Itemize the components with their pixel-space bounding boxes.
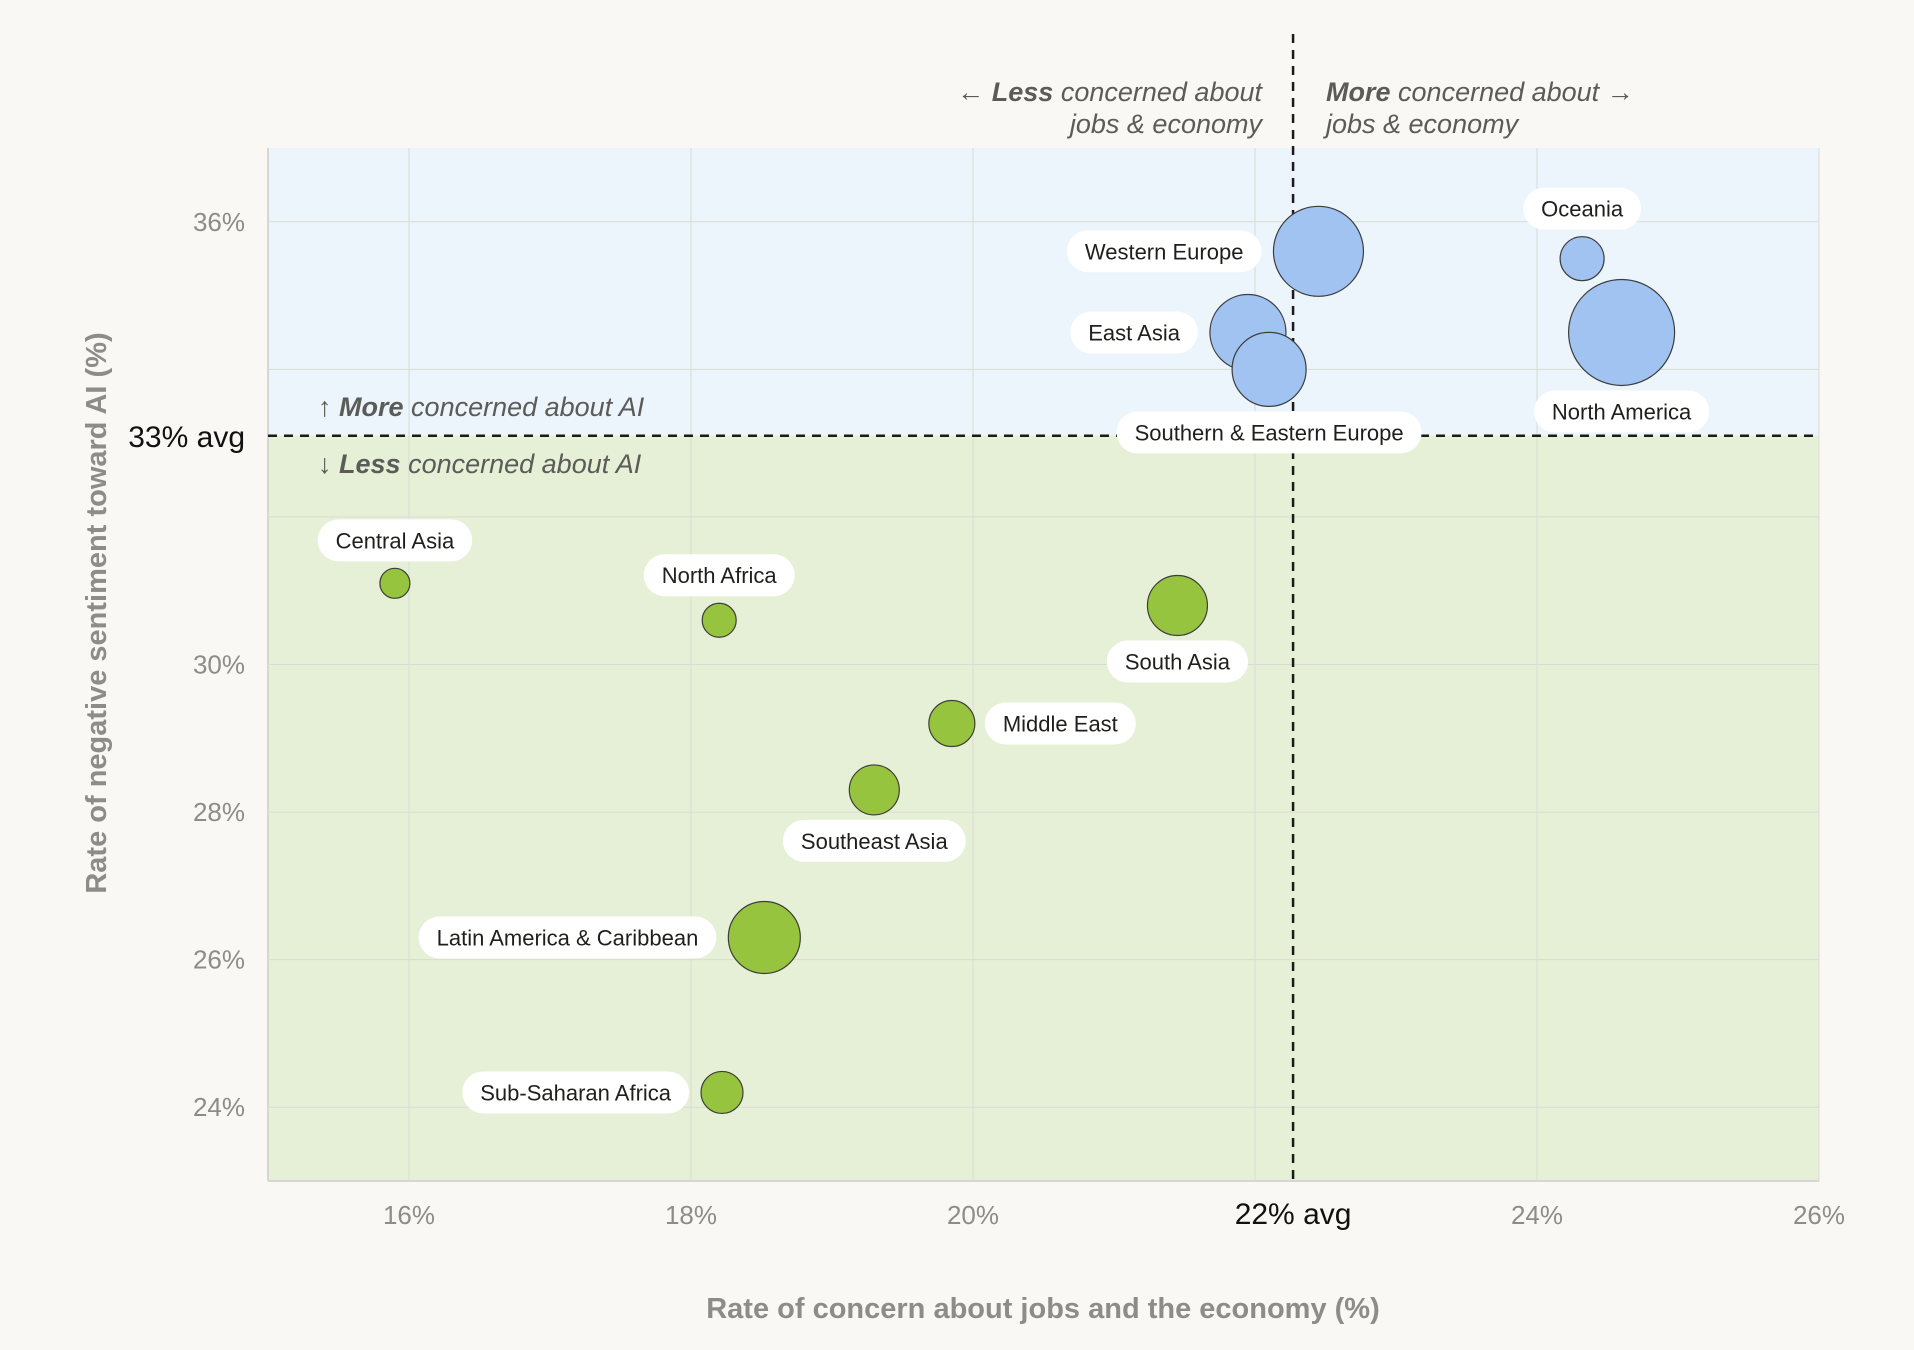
- bubble: [928, 699, 976, 748]
- svg-text:Southern & Eastern Europe: Southern & Eastern Europe: [1135, 420, 1404, 445]
- point-label: North America: [1533, 390, 1710, 433]
- svg-text:East Asia: East Asia: [1088, 320, 1180, 345]
- point-label: Oceania: [1523, 187, 1642, 230]
- x-tick-label: 24%: [1511, 1200, 1563, 1230]
- bubble: [700, 1070, 744, 1115]
- quadrant-label-bottom: ↓ Less concerned about AI: [318, 449, 642, 479]
- bubble: [379, 567, 411, 599]
- data-points: Western Europe East Asia Southern & Easter…: [317, 187, 1710, 1115]
- svg-text:Sub-Saharan Africa: Sub-Saharan Africa: [480, 1080, 672, 1105]
- band-below-average: [268, 435, 1819, 1181]
- y-tick-label: 26%: [193, 945, 245, 975]
- point-label: South Asia: [1106, 640, 1249, 683]
- x-tick-label: 16%: [383, 1200, 435, 1230]
- svg-text:Central Asia: Central Asia: [336, 528, 455, 553]
- svg-text:Latin America & Caribbean: Latin America & Caribbean: [437, 926, 699, 951]
- bubble: [848, 764, 900, 816]
- bubble: [727, 900, 801, 975]
- quadrant-label-right-line2: jobs & economy: [1322, 109, 1520, 139]
- svg-text:Middle East: Middle East: [1003, 712, 1118, 737]
- y-axis-title: Rate of negative sentiment toward AI (%): [81, 332, 113, 893]
- point-label: Sub-Saharan Africa: [462, 1071, 690, 1114]
- svg-text:Southeast Asia: Southeast Asia: [801, 829, 949, 854]
- x-tick-label: 26%: [1793, 1200, 1845, 1230]
- y-tick-label: 30%: [193, 650, 245, 680]
- x-avg-label: 22% avg: [1235, 1198, 1352, 1231]
- svg-text:South Asia: South Asia: [1125, 649, 1231, 674]
- axis-ticks: 16% 18% 20% 22% avg 24% 26% 24% 26% 28% 30% 36% 33%…: [128, 207, 1845, 1231]
- point-label: Middle East: [984, 702, 1136, 745]
- quadrant-label-left-line2: jobs & economy: [1066, 109, 1264, 139]
- bubble: [1559, 236, 1605, 282]
- point-label: Southern & Eastern Europe: [1116, 411, 1422, 454]
- y-avg-label: 33% avg: [128, 421, 245, 454]
- svg-text:Western Europe: Western Europe: [1085, 239, 1244, 264]
- average-lines: [268, 34, 1819, 1181]
- bubble: [1231, 331, 1307, 407]
- bubble: [1567, 278, 1676, 387]
- x-tick-label: 18%: [665, 1200, 717, 1230]
- svg-text:North America: North America: [1552, 399, 1692, 424]
- bubble: [1272, 205, 1365, 297]
- svg-text:North Africa: North Africa: [662, 563, 778, 588]
- point-label: Central Asia: [317, 519, 473, 562]
- point-label: East Asia: [1070, 311, 1198, 354]
- quadrant-label-top: ↑ More concerned about AI: [318, 392, 645, 422]
- x-tick-label: 20%: [947, 1200, 999, 1230]
- quadrant-label-left: ← Less concerned about: [957, 77, 1263, 107]
- y-tick-label: 24%: [193, 1092, 245, 1122]
- point-label: Western Europe: [1066, 230, 1262, 273]
- point-label: Southeast Asia: [782, 819, 966, 862]
- point-label: Latin America & Caribbean: [418, 916, 717, 959]
- bubble: [701, 602, 737, 638]
- bubble: [1146, 574, 1209, 637]
- svg-text:Oceania: Oceania: [1541, 197, 1624, 222]
- quadrant-label-right: More concerned about →: [1326, 77, 1634, 107]
- y-tick-label: 36%: [193, 207, 245, 237]
- y-tick-label: 28%: [193, 797, 245, 827]
- point-label: North Africa: [643, 554, 795, 597]
- x-axis-title: Rate of concern about jobs and the econo…: [706, 1293, 1380, 1325]
